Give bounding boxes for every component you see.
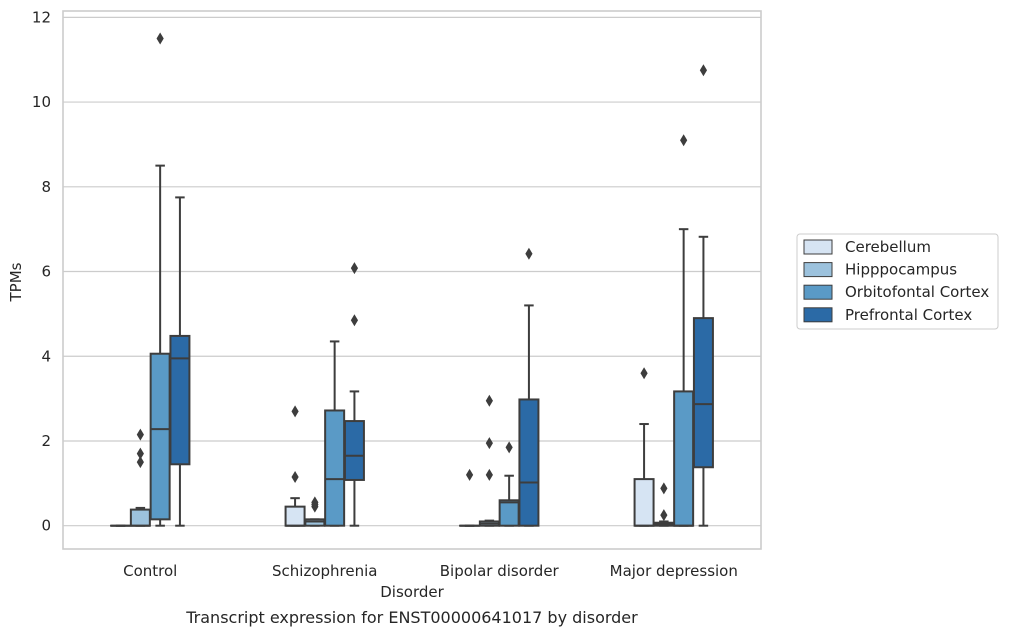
legend-swatch bbox=[803, 307, 833, 323]
x-tick-label: Bipolar disorder bbox=[440, 562, 560, 580]
box-group bbox=[518, 247, 540, 527]
box bbox=[304, 518, 326, 527]
outlier-point bbox=[485, 437, 493, 450]
box-layer bbox=[110, 32, 714, 527]
legend-swatch bbox=[803, 239, 833, 255]
outlier-point bbox=[660, 509, 668, 522]
box bbox=[149, 352, 171, 521]
box-group bbox=[304, 496, 326, 527]
box bbox=[129, 508, 151, 527]
outlier-point bbox=[525, 247, 533, 260]
outlier-point bbox=[291, 470, 299, 483]
box-group bbox=[498, 441, 520, 527]
plot-frame bbox=[62, 10, 762, 550]
outlier-point bbox=[350, 314, 359, 327]
box bbox=[692, 317, 714, 469]
box-group bbox=[169, 196, 191, 527]
box-group bbox=[692, 64, 714, 527]
outlier-point bbox=[660, 482, 668, 495]
outlier-point bbox=[156, 32, 164, 45]
x-axis-title: Disorder bbox=[380, 583, 444, 601]
y-tick-label: 6 bbox=[41, 263, 51, 281]
legend-frame bbox=[796, 233, 999, 330]
box bbox=[169, 334, 191, 466]
chart-caption: Transcript expression for ENST0000064101… bbox=[185, 608, 638, 627]
legend-swatch bbox=[803, 284, 833, 300]
outlier-point bbox=[311, 496, 319, 509]
y-tick-label: 12 bbox=[32, 8, 51, 26]
legend-label: Hipppocampus bbox=[845, 261, 957, 279]
x-tick-labels: Control Schizophrenia Bipolar disorder Majo… bbox=[123, 562, 738, 580]
legend: Cerebellum Hipppocampus Orbitofontal Corte… bbox=[796, 233, 999, 330]
y-tick-label: 8 bbox=[41, 178, 51, 196]
y-tick-label: 0 bbox=[41, 517, 51, 535]
box bbox=[343, 420, 365, 481]
x-tick-label: Schizophrenia bbox=[272, 562, 377, 580]
y-tick-label: 4 bbox=[41, 347, 51, 365]
y-tick-label: 10 bbox=[32, 93, 51, 111]
box bbox=[324, 409, 346, 527]
outlier-point bbox=[485, 394, 493, 407]
box-group bbox=[149, 32, 171, 527]
y-tick-labels: 0 2 4 6 8 10 12 bbox=[32, 8, 51, 534]
x-tick-label: Control bbox=[123, 562, 177, 580]
box-group bbox=[129, 428, 151, 527]
outlier-point bbox=[136, 447, 144, 460]
legend-swatch bbox=[803, 262, 833, 278]
legend-label: Orbitofontal Cortex bbox=[845, 283, 989, 301]
box-group bbox=[653, 482, 675, 527]
outlier-point bbox=[699, 64, 708, 77]
box bbox=[633, 478, 655, 527]
box-group bbox=[324, 340, 346, 527]
outlier-point bbox=[136, 428, 144, 441]
outlier-point bbox=[350, 262, 359, 275]
box-group bbox=[459, 468, 481, 527]
box-group bbox=[633, 367, 655, 527]
x-tick-label: Major depression bbox=[610, 562, 738, 580]
box-group bbox=[343, 262, 365, 527]
box-group bbox=[478, 394, 500, 527]
box bbox=[518, 398, 540, 527]
box bbox=[673, 390, 695, 527]
outlier-point bbox=[291, 405, 299, 418]
y-tick-label: 2 bbox=[41, 432, 51, 450]
outlier-point bbox=[505, 441, 513, 454]
box bbox=[284, 505, 306, 527]
outlier-point bbox=[136, 456, 144, 469]
legend-label: Prefrontal Cortex bbox=[845, 306, 972, 324]
outlier-point bbox=[465, 468, 474, 481]
box bbox=[498, 499, 520, 527]
outlier-point bbox=[680, 134, 688, 147]
legend-label: Cerebellum bbox=[845, 238, 931, 256]
box-group bbox=[284, 405, 306, 527]
outlier-point bbox=[485, 468, 493, 481]
y-axis-title: TPMs bbox=[7, 262, 25, 302]
outlier-point bbox=[640, 367, 648, 380]
